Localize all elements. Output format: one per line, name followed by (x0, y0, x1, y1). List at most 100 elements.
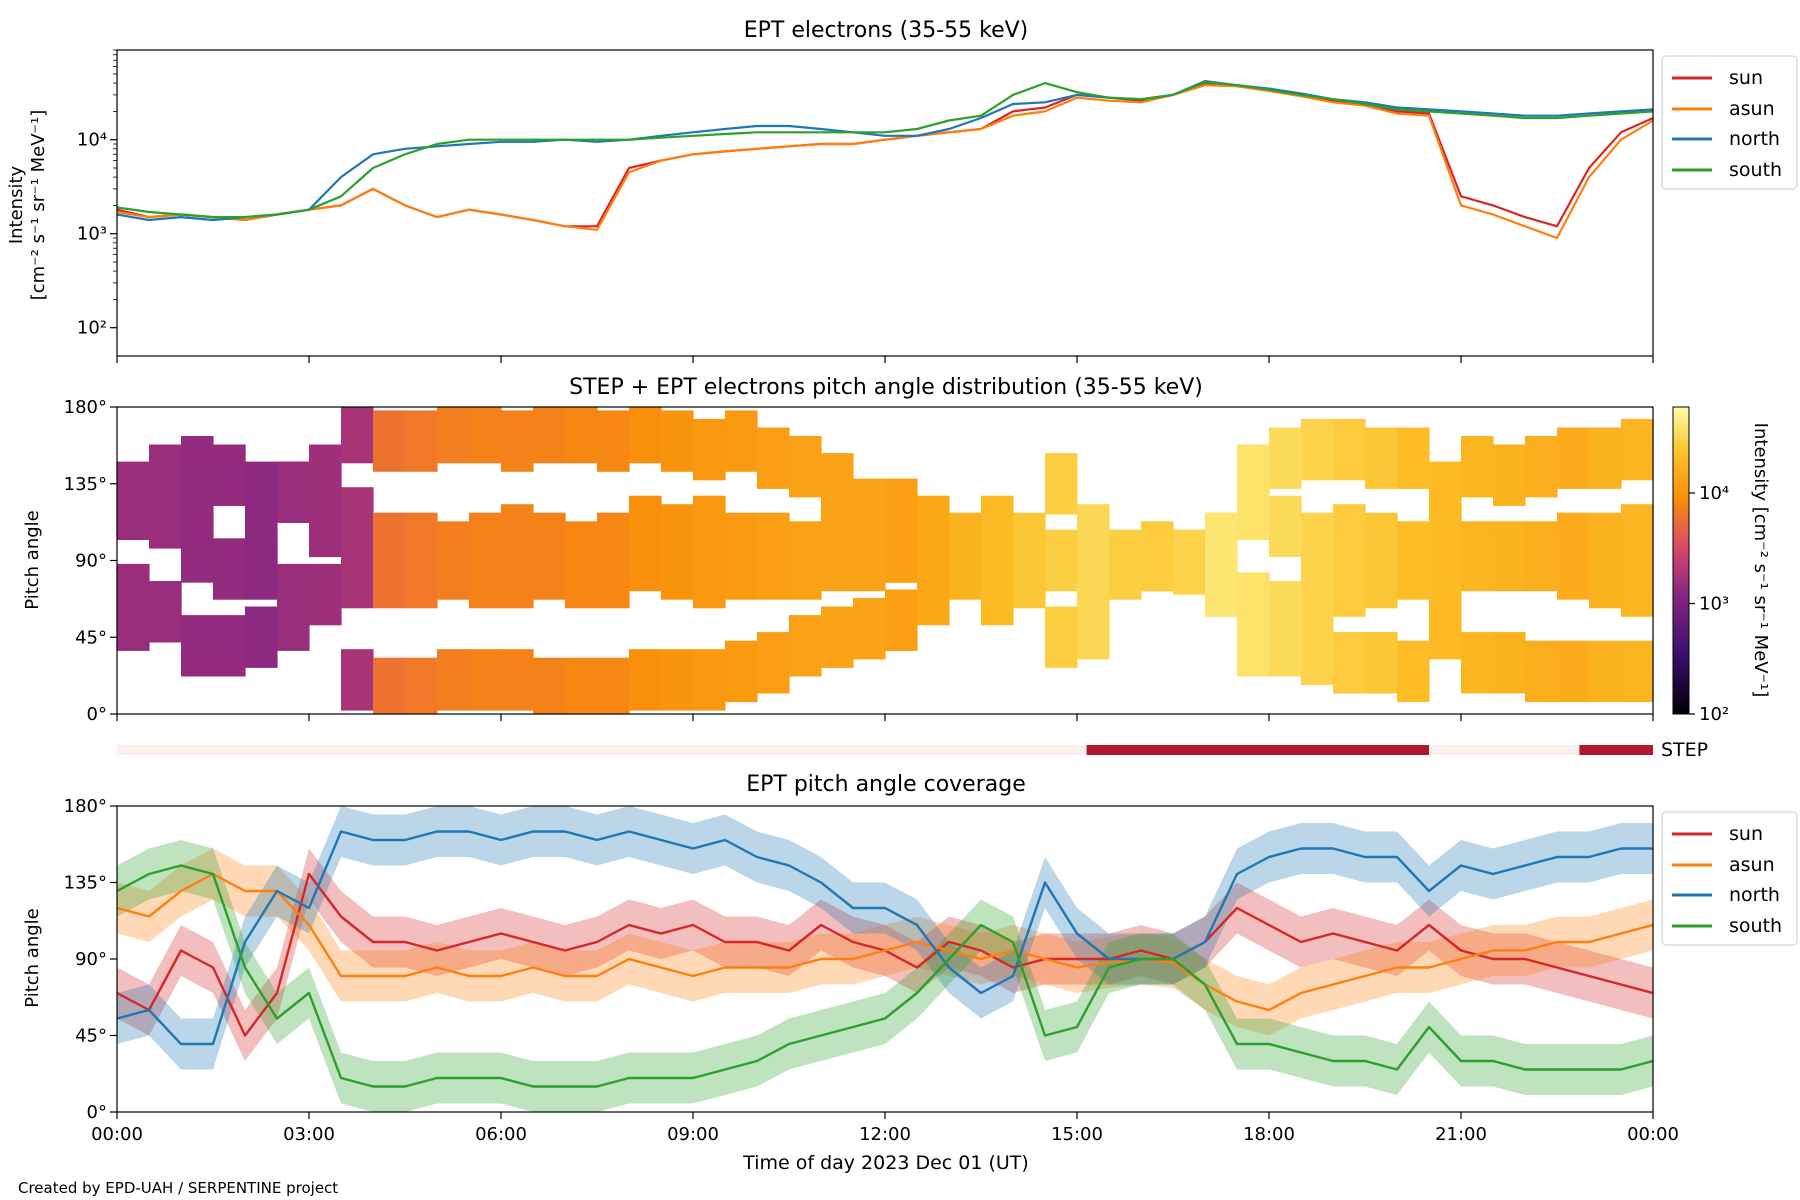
heatmap-cell (1173, 529, 1206, 592)
heatmap-cell (789, 436, 822, 498)
heatmap-cell (1557, 640, 1590, 703)
heatmap-cell (885, 589, 918, 651)
panel2-y-ticks: 0° 45° 90° 135° 180° (64, 397, 117, 725)
heatmap-cell (1077, 504, 1110, 566)
panel1-ytick-label: 10³ (77, 224, 107, 245)
heatmap-cell (565, 546, 598, 609)
panel3-xtick-label: 15:00 (1051, 1124, 1103, 1145)
heatmap-cell (821, 606, 854, 668)
colorbar: 10² 10³ 10⁴ Intensity [cm⁻² s⁻¹ sr⁻¹ MeV⁻¹… (1672, 406, 1771, 725)
colorbar-label: Intensity [cm⁻² s⁻¹ sr⁻¹ MeV⁻¹] (1750, 423, 1771, 698)
panel1-legend: sun asun north south (1661, 55, 1798, 190)
heatmap-cell (629, 529, 662, 592)
series-line-north (116, 79, 1654, 222)
heatmap-cell (181, 521, 214, 583)
heatmap-cell (277, 589, 310, 651)
heatmap-cell (213, 444, 246, 506)
heatmap-cell (533, 538, 566, 600)
heatmap-cell (1045, 453, 1078, 515)
heatmap-cell (245, 606, 278, 668)
panel3-ytick-label: 135° (64, 873, 107, 894)
step-timeline: STEP (117, 739, 1708, 761)
heatmap-cell (597, 657, 630, 714)
panel2-ytick-label: 135° (64, 474, 107, 495)
panel2-title: STEP + EPT electrons pitch angle distrib… (569, 375, 1203, 400)
heatmap-cell (1397, 427, 1430, 489)
heatmap-cell (1429, 598, 1462, 660)
heatmap-cell (981, 563, 1014, 626)
panel2-ylabel: Pitch angle (22, 510, 43, 609)
panel3-x-ticks: 00:00 03:00 06:00 09:00 12:00 15:00 18:00 21:00… (91, 1112, 1679, 1145)
heatmap-cell (405, 546, 438, 609)
coverage-band-north (117, 806, 1653, 1070)
panel2-ytick-label: 45° (75, 627, 107, 648)
heatmap-cell (373, 546, 406, 609)
heatmap-cell (469, 407, 502, 464)
heatmap-cell (1493, 632, 1526, 694)
heatmap-cell (1301, 563, 1334, 626)
panel3-ytick-label: 180° (64, 796, 107, 817)
heatmap-cell (1141, 529, 1174, 592)
heatmap-cell (981, 495, 1014, 558)
heatmap-cell (117, 589, 150, 651)
heatmap-cell (341, 546, 374, 609)
colorbar-tick-label: 10² (1699, 704, 1729, 725)
panel1-ytick-label: 10² (77, 318, 107, 339)
heatmap-cell (469, 649, 502, 711)
heatmap-cell (1333, 418, 1366, 481)
panel3-xtick-label: 18:00 (1243, 1124, 1295, 1145)
heatmap-cell (405, 657, 438, 714)
panel-intensity: EPT electrons (35-55 keV) Intensity [cm⁻… (6, 18, 1798, 363)
heatmap-cell (181, 615, 214, 677)
step-bar-background (117, 745, 1653, 755)
panel2-ytick-label: 180° (64, 397, 107, 418)
heatmap-cell (1557, 427, 1590, 489)
heatmap-cell (341, 487, 374, 549)
coverage-line-north (116, 830, 1653, 1046)
heatmap-cell (501, 649, 534, 711)
heatmap-cell (725, 640, 758, 703)
heatmap-cell (1109, 538, 1142, 600)
panel3-xtick-label: 00:00 (91, 1124, 143, 1145)
series-line-sun (116, 81, 1654, 228)
heatmap-cell (533, 407, 566, 464)
legend3-north-label: north (1729, 884, 1780, 906)
panel1-title: EPT electrons (35-55 keV) (744, 18, 1029, 43)
colorbar-ticks: 10² 10³ 10⁴ (1689, 483, 1729, 725)
heatmap-cell (341, 407, 374, 464)
heatmap-cell (693, 418, 726, 481)
heatmap-cell (1397, 640, 1430, 703)
heatmap-cell (1237, 615, 1270, 677)
heatmap-cell (501, 410, 534, 472)
heatmap-cell (1621, 418, 1654, 481)
heatmap-cell (1493, 521, 1526, 583)
heatmap-cell (1525, 521, 1558, 583)
series-line-south (116, 80, 1654, 219)
heatmap-cell (629, 649, 662, 711)
heatmap-cell (853, 529, 886, 592)
heatmap-cell (373, 410, 406, 472)
heatmap-cell (725, 538, 758, 600)
step-active-interval (1579, 745, 1653, 755)
series-line-asun (116, 84, 1654, 240)
legend1-north-label: north (1729, 128, 1780, 150)
heatmap-cell (149, 444, 182, 506)
step-label: STEP (1661, 739, 1708, 761)
legend3-sun-label: sun (1729, 823, 1763, 845)
panel1-ytick-label: 10⁴ (77, 130, 107, 151)
heatmap-cell (661, 538, 694, 600)
heatmap-cell (821, 529, 854, 592)
heatmap-cell (725, 410, 758, 472)
heatmap-cell (693, 546, 726, 609)
heatmap-cell (117, 461, 150, 523)
heatmap-cell (1621, 640, 1654, 703)
heatmap-cell (1461, 436, 1494, 498)
heatmap-cell (1589, 640, 1622, 703)
heatmap-cell (693, 495, 726, 558)
legend3-asun-label: asun (1729, 854, 1775, 876)
panel1-y-ticks: 10² 10³ 10⁴ (77, 49, 117, 339)
legend3-south-label: south (1729, 915, 1782, 937)
panel3-xtick-label: 12:00 (859, 1124, 911, 1145)
heatmap-cell (1621, 504, 1654, 566)
heatmap-cell (1205, 555, 1238, 617)
